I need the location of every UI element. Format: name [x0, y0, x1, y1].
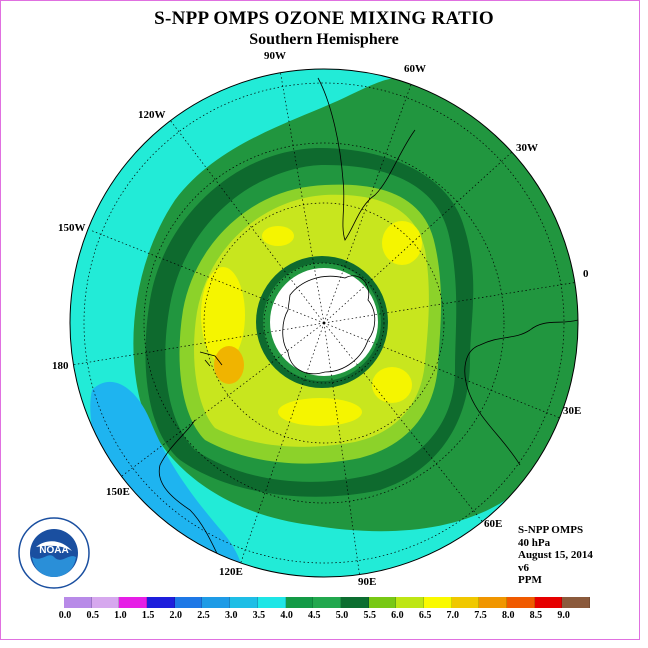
yellow-max [372, 367, 412, 403]
lon-label: 150E [106, 486, 130, 498]
units-text: PPM [518, 574, 542, 586]
colorbar-tick-label: 3.5 [252, 610, 266, 621]
colorbar-swatch [423, 597, 452, 608]
colorbar-swatch [285, 597, 314, 608]
colorbar-swatch [147, 597, 175, 608]
map-subtitle: Southern Hemisphere [249, 31, 399, 48]
colorbar-swatch [396, 597, 424, 608]
colorbar-swatch [174, 597, 203, 608]
lon-label: 0 [583, 268, 589, 280]
colorbar-tick-label: 4.0 [280, 610, 293, 621]
colorbar-swatch [64, 597, 92, 608]
colorbar-swatch [451, 597, 480, 608]
colorbar-tick-label: 2.5 [197, 610, 210, 621]
lon-label: 30W [516, 142, 538, 154]
colorbar-swatch [507, 597, 535, 608]
antarctica-coastline [282, 275, 376, 375]
australia-coastline [158, 419, 281, 577]
graticule [71, 69, 578, 577]
lon-label: 60W [404, 63, 426, 75]
colorbar-tick-label: 0.0 [58, 610, 72, 621]
level-text: 40 hPa [518, 536, 551, 549]
south-america-coastline [317, 77, 416, 241]
yellow-max [262, 226, 294, 246]
colorbar-tick-label: 5.0 [335, 610, 349, 621]
colorbar-tick-label: 4.5 [308, 610, 321, 621]
colorbar-tick-label: 6.5 [418, 610, 432, 621]
colorbar-tick-label: 2.0 [169, 610, 183, 621]
orange-max [214, 346, 244, 384]
colorbar-swatch [562, 597, 591, 608]
figure-frame [0, 0, 640, 640]
lon-label: 90E [358, 576, 377, 588]
noaa-logo: NOAA [18, 517, 90, 589]
lon-label: 150W [58, 222, 86, 234]
colorbar-tick-label: 8.5 [529, 610, 543, 621]
colorbar-tick-label: 7.0 [446, 610, 460, 621]
colorbar-ticks: 0.0 0.5 1.0 1.5 2.0 2.5 3.0 3.5 4.0 4.5 5.0 5.5 6.0 6… [52, 610, 612, 624]
map-title: S-NPP OMPS OZONE MIXING RATIO [154, 8, 494, 29]
colorbar-tick-label: 1.5 [141, 610, 155, 621]
colorbar-tick-label: 8.0 [501, 610, 515, 621]
noaa-logo-text: NOAA [39, 545, 68, 556]
date-text: August 15, 2014 [518, 549, 593, 561]
colorbar-swatch [313, 597, 341, 608]
instrument-text: S-NPP OMPS [518, 524, 584, 536]
colorbar-tick-label: 0.5 [86, 610, 99, 621]
colorbar-tick-label: 7.5 [474, 610, 487, 621]
colorbar-swatch [479, 597, 507, 608]
yellow-max [278, 398, 362, 426]
colorbar-swatch [119, 597, 148, 608]
lon-label: 30E [563, 405, 582, 417]
colorbar-tick-label: 3.0 [224, 610, 238, 621]
colorbar-swatch [91, 597, 120, 608]
africa-coastline [464, 319, 578, 466]
colorbar-swatch [340, 597, 369, 608]
map-boundary [69, 68, 579, 578]
colorbar [64, 597, 591, 608]
yellow-max [201, 267, 245, 363]
lon-label: 120E [219, 566, 243, 578]
lon-label: 90W [264, 50, 286, 62]
yellow-max [382, 221, 422, 265]
colorbar-tick-label: 9.0 [557, 610, 570, 621]
plot-info: S-NPP OMPS 40 hPa August 15, 2014 v6 PPM [518, 524, 593, 587]
new-zealand-coastline [199, 351, 223, 367]
colorbar-swatch [534, 597, 563, 608]
colorbar-swatch [368, 597, 397, 608]
colorbar-swatch [202, 597, 231, 608]
lon-label: 120W [138, 109, 166, 121]
colorbar-swatch [257, 597, 286, 608]
version-text: v6 [518, 561, 529, 574]
colorbar-tick-label: 1.0 [114, 610, 127, 621]
lon-label: 180 [52, 360, 69, 372]
colorbar-tick-label: 6.0 [391, 610, 404, 621]
colorbar-tick-label: 5.5 [363, 610, 376, 621]
lon-label: 60E [484, 518, 503, 530]
colorbar-swatch [230, 597, 258, 608]
